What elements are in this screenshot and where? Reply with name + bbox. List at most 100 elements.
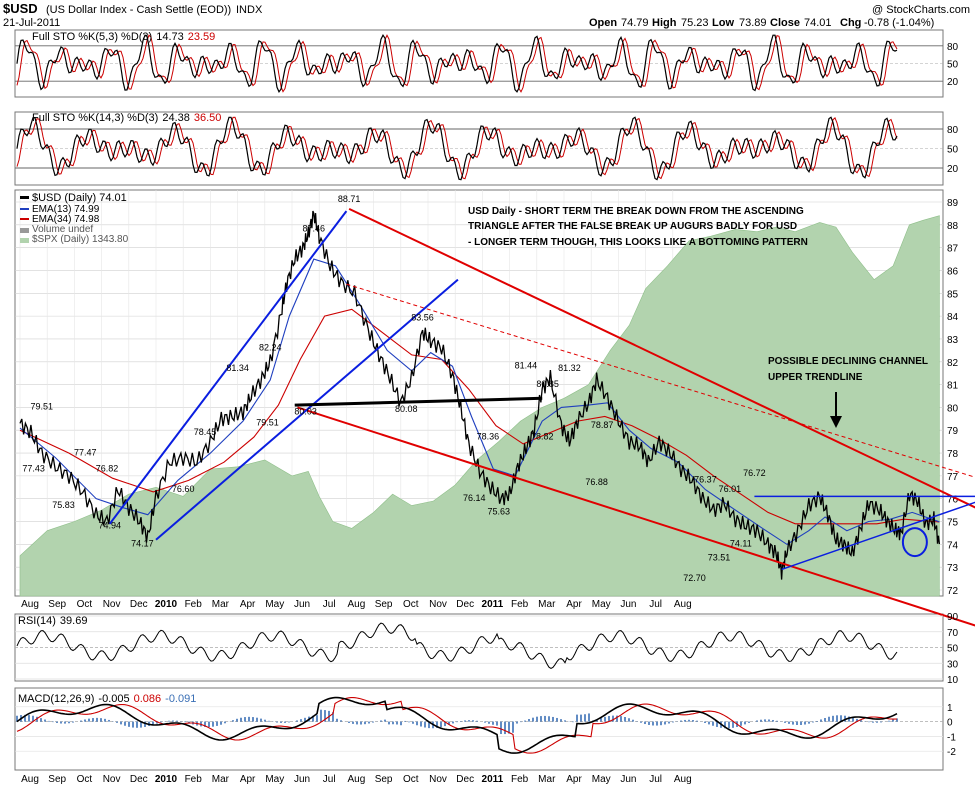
bottom-axis-month-21: May [592, 774, 611, 785]
price-label-27: 76.01 [719, 484, 742, 494]
bottom-axis-month-16: Dec [456, 774, 474, 785]
price-label-8: 78.45 [194, 427, 217, 437]
chg-value: -0.78 (-1.04%) [864, 17, 934, 29]
bottom-axis-month-7: Mar [212, 774, 230, 785]
bottom-axis-month-15: Nov [429, 774, 447, 785]
price-axis-month-15: Nov [429, 599, 447, 610]
price-ytick-1: 73 [947, 563, 959, 574]
price-ytick-12: 84 [947, 312, 959, 323]
trendline-channel-blue-outer [108, 210, 348, 525]
rsi-panel: 90 70 50 30 10 [15, 612, 959, 686]
sto-fast-title: Full STO %K(5,3) %D(3) 14.73 23.59 [32, 31, 215, 43]
price-label-18: 76.14 [463, 493, 486, 503]
price-axis-month-12: Aug [348, 599, 366, 610]
price-label-16: 80.08 [395, 404, 418, 414]
macd-ytick-1: 0 [947, 718, 953, 729]
low-label: Low [712, 17, 734, 29]
bottom-axis-month-24: Aug [674, 774, 692, 785]
sto-fast-d-line [16, 34, 898, 93]
price-axis-month-1: Sep [48, 599, 66, 610]
legend-swatch-spx [20, 238, 29, 243]
bottom-axis-month-3: Nov [103, 774, 121, 785]
chg-label: Chg [840, 17, 861, 29]
price-label-24: 78.87 [591, 420, 614, 430]
bottom-axis-month-4: Dec [130, 774, 148, 785]
bottom-axis-month-14: Oct [403, 774, 419, 785]
low-value: 73.89 [739, 17, 767, 29]
price-axis-month-18: Feb [511, 599, 529, 610]
price-axis-month-4: Dec [130, 599, 148, 610]
price-label-31: 74.11 [730, 539, 752, 549]
price-axis-month-17: 2011 [482, 599, 504, 610]
price-axis-month-24: Aug [674, 599, 692, 610]
price-axis-month-5: 2010 [155, 599, 178, 610]
chart-symbol: $USD [3, 1, 38, 16]
bottom-axis-month-11: Jul [323, 774, 336, 785]
price-label-15: 83.56 [411, 313, 434, 323]
trendline-black-neckline [294, 396, 543, 407]
legend-ema13: EMA(13) 74.99 [32, 204, 100, 215]
rsi-ytick-3: 30 [947, 659, 959, 670]
bottom-axis-month-9: May [265, 774, 284, 785]
close-value: 74.01 [804, 17, 832, 29]
trendline-upper-red [348, 207, 975, 509]
price-axis-month-9: May [265, 599, 284, 610]
price-label-22: 81.32 [558, 363, 581, 373]
bottom-axis-month-0: Aug [21, 774, 39, 785]
macd-title: MACD(12,26,9) -0.005 0.086 -0.091 [18, 693, 196, 705]
macd-ytick-3: -2 [947, 747, 956, 758]
price-ytick-2: 74 [947, 540, 959, 551]
price-label-28: 76.72 [743, 468, 766, 478]
channel-annotation-1: POSSIBLE DECLINING CHANNEL [768, 356, 928, 367]
price-label-9: 81.34 [226, 363, 249, 373]
price-label-3: 76.82 [96, 463, 119, 473]
price-ytick-3: 75 [947, 518, 959, 529]
legend-volume: Volume undef [32, 224, 93, 235]
price-label-29: 72.70 [683, 573, 706, 583]
high-label: High [652, 17, 677, 29]
price-ytick-11: 83 [947, 335, 959, 346]
macd-ytick-2: -1 [947, 732, 956, 743]
price-axis-month-20: Apr [566, 599, 582, 610]
legend-swatch-ema13 [20, 208, 29, 210]
high-value: 75.23 [681, 17, 709, 29]
legend-swatch-volume [20, 228, 29, 233]
price-ytick-0: 72 [947, 586, 959, 597]
price-axis-month-22: Jun [620, 599, 636, 610]
open-label: Open [589, 17, 617, 29]
price-axis-month-11: Jul [323, 599, 336, 610]
sto-fast-ytick-1: 50 [947, 60, 959, 71]
price-label-21: 80.85 [536, 379, 559, 389]
rsi-panel-frame [14, 613, 944, 682]
chart-exchange: INDX [236, 4, 263, 16]
chart-date: 21-Jul-2011 [3, 17, 60, 29]
price-ytick-6: 78 [947, 449, 959, 460]
bottom-axis-month-1: Sep [48, 774, 66, 785]
price-axis-month-19: Mar [538, 599, 556, 610]
price-ytick-4: 76 [947, 495, 959, 506]
price-label-0: 79.51 [30, 402, 53, 412]
bottom-axis-month-18: Feb [511, 774, 529, 785]
sto-fast-panel-frame [14, 29, 944, 98]
bottom-axis-month-23: Jul [649, 774, 662, 785]
price-axis-month-10: Jun [294, 599, 310, 610]
bottom-axis-month-5: 2010 [155, 774, 178, 785]
bottom-axis-month-10: Jun [294, 774, 310, 785]
bottom-axis-month-2: Oct [77, 774, 93, 785]
bottom-axis-month-6: Feb [185, 774, 203, 785]
macd-line [16, 696, 898, 754]
bottom-axis-month-17: 2011 [482, 774, 504, 785]
trendline-lower-red [297, 406, 975, 627]
price-ytick-15: 87 [947, 244, 959, 255]
price-label-6: 74.17 [131, 539, 154, 549]
ema34-line [19, 308, 940, 525]
price-label-26: 76.37 [694, 475, 717, 485]
price-label-10: 82.24 [259, 342, 282, 352]
price-label-25: 76.88 [585, 477, 608, 487]
bottom-axis-month-20: Apr [566, 774, 582, 785]
legend-usd: $USD (Daily) 74.01 [32, 192, 127, 204]
legend-swatch-ema34 [20, 218, 29, 220]
close-label: Close [770, 17, 800, 29]
price-label-14: 88.71 [338, 194, 361, 204]
